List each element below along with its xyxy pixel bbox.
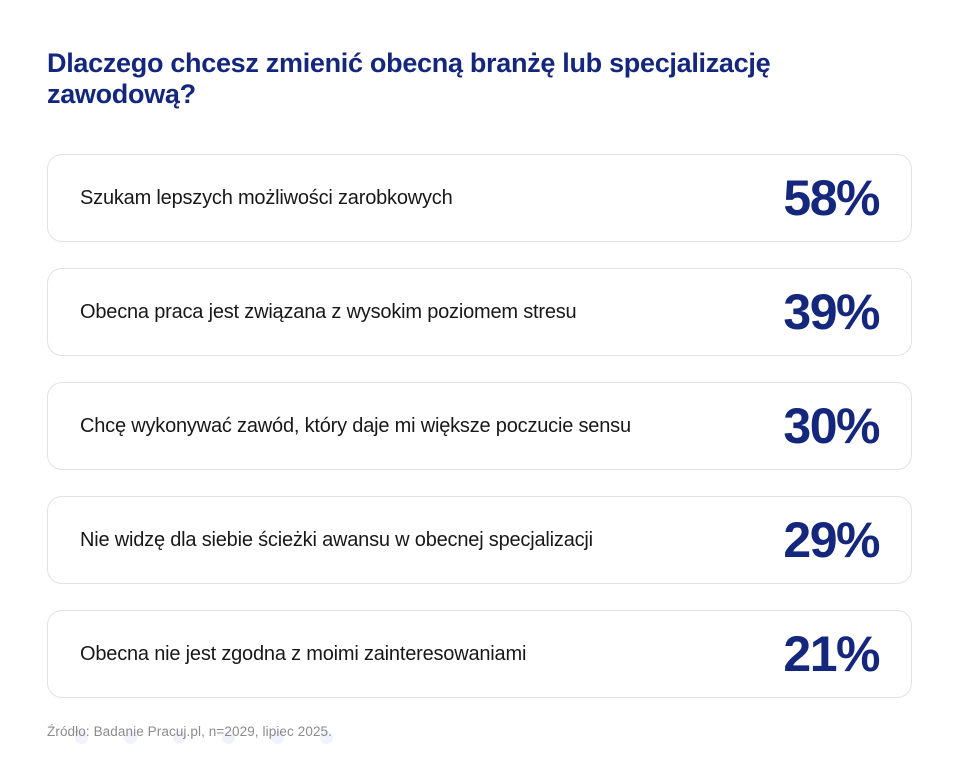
content-area: Dlaczego chcesz zmienić obecną branżę lu… bbox=[47, 48, 912, 740]
answer-label: Szukam lepszych możliwości zarobkowych bbox=[80, 186, 453, 209]
answer-percent: 21% bbox=[783, 626, 880, 683]
answer-card: Nie widzę dla siebie ścieżki awansu w ob… bbox=[47, 496, 912, 585]
answer-percent: 29% bbox=[783, 512, 880, 569]
answer-card: Chcę wykonywać zawód, który daje mi więk… bbox=[47, 382, 912, 471]
source-note: Źródło: Badanie Pracuj.pl, n=2029, lipie… bbox=[47, 724, 333, 740]
answer-label: Obecna nie jest zgodna z moimi zainteres… bbox=[80, 642, 527, 665]
answer-list: Szukam lepszych możliwości zarobkowych 5… bbox=[47, 154, 912, 699]
answer-label: Nie widzę dla siebie ścieżki awansu w ob… bbox=[80, 528, 593, 551]
answer-label: Obecna praca jest związana z wysokim poz… bbox=[80, 300, 577, 323]
answer-card: Szukam lepszych możliwości zarobkowych 5… bbox=[47, 154, 912, 243]
answer-card: Obecna praca jest związana z wysokim poz… bbox=[47, 268, 912, 357]
page-title: Dlaczego chcesz zmienić obecną branżę lu… bbox=[47, 48, 771, 110]
answer-percent: 39% bbox=[783, 284, 880, 341]
answer-percent: 58% bbox=[783, 170, 880, 227]
answer-percent: 30% bbox=[783, 398, 880, 455]
watermark-dots bbox=[75, 731, 333, 744]
answer-card: Obecna nie jest zgodna z moimi zainteres… bbox=[47, 610, 912, 699]
answer-label: Chcę wykonywać zawód, który daje mi więk… bbox=[80, 414, 631, 437]
